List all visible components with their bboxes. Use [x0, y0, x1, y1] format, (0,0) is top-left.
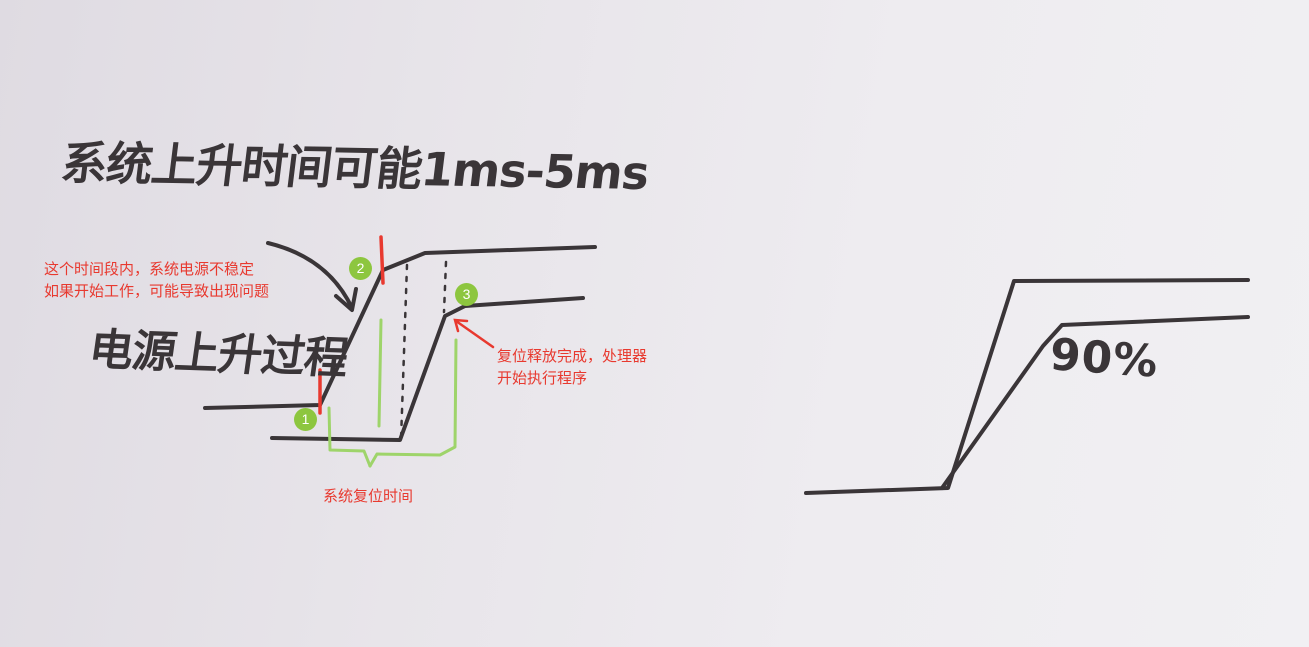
release-arrow [454, 319, 495, 349]
unstable-period-line-2: 如果开始工作，可能导致出现问题 [44, 283, 270, 300]
dotted-guide-2 [442, 260, 448, 314]
reset-bracket-left [327, 406, 372, 468]
right-threshold-waveform [940, 315, 1250, 490]
threshold-label: 90% [1048, 329, 1160, 388]
right-supply-waveform [804, 278, 1250, 495]
reset-release-note: 复位释放完成，处理器 开始执行程序 [497, 346, 647, 390]
annotation-arrow-head [334, 287, 358, 312]
reset-bracket-mid [377, 318, 383, 428]
reset-signal-waveform [270, 296, 585, 442]
marker-3: 3 [455, 283, 478, 306]
release-arrow-head [453, 318, 469, 333]
reset-release-line-2: 开始执行程序 [497, 370, 588, 387]
title-handwriting: 系统上升时间可能1ms-5ms [58, 135, 652, 201]
reset-bracket-right [368, 338, 458, 468]
unstable-period-line-1: 这个时间段内，系统电源不稳定 [44, 261, 255, 278]
dotted-guide-1 [399, 263, 409, 442]
annotation-arrow [266, 241, 354, 310]
marker-line-2 [379, 235, 385, 285]
marker-1: 1 [294, 408, 317, 431]
reset-release-line-1: 复位释放完成，处理器 [497, 348, 648, 365]
marker-2: 2 [349, 257, 372, 280]
power-rise-label: 电源上升过程 [85, 324, 351, 385]
unstable-period-note: 这个时间段内，系统电源不稳定 如果开始工作，可能导致出现问题 [44, 259, 269, 303]
reset-time-label: 系统复位时间 [323, 488, 414, 505]
